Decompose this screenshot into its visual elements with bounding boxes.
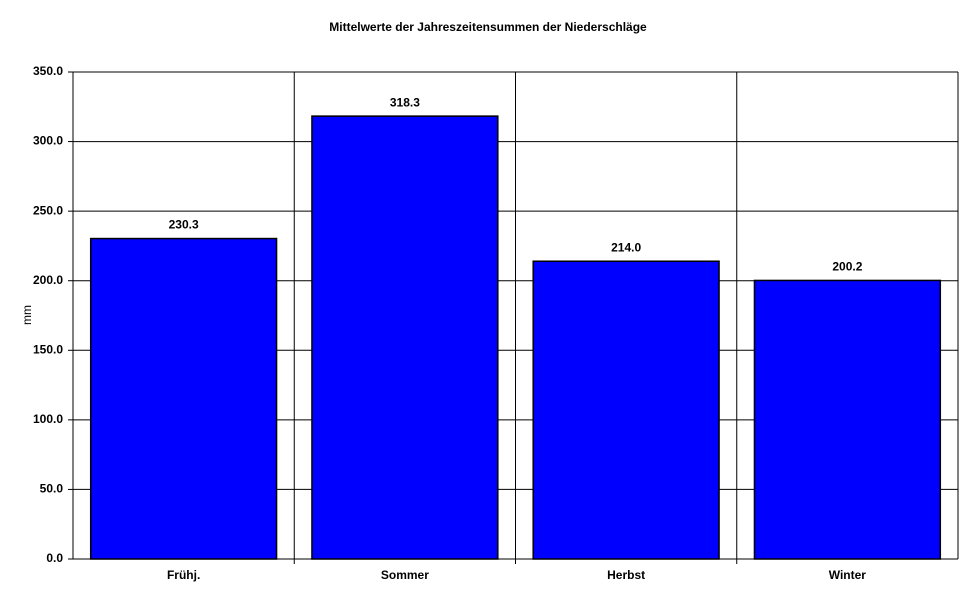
- y-tick-label: 150.0: [33, 342, 63, 356]
- y-tick-label: 300.0: [33, 134, 63, 148]
- x-tick-label: Herbst: [607, 568, 645, 582]
- data-label: 200.2: [832, 260, 862, 274]
- y-tick-label: 200.0: [33, 273, 63, 287]
- y-tick-label: 100.0: [33, 412, 63, 426]
- x-tick-label: Sommer: [381, 568, 429, 582]
- data-label: 230.3: [169, 218, 199, 232]
- data-label: 214.0: [611, 240, 641, 254]
- data-label: 318.3: [390, 95, 420, 109]
- chart-title: Mittelwerte der Jahreszeitensummen der N…: [329, 20, 647, 34]
- bar: [311, 115, 499, 560]
- bar: [89, 237, 278, 560]
- y-axis-label: mm: [20, 305, 34, 325]
- bar: [532, 260, 720, 560]
- y-tick-label: 50.0: [40, 482, 64, 496]
- y-tick-label: 350.0: [33, 64, 63, 78]
- x-tick-label: Frühj.: [167, 568, 200, 582]
- bar: [753, 279, 942, 560]
- y-tick-label: 0.0: [46, 551, 63, 565]
- x-tick-label: Winter: [829, 568, 867, 582]
- y-tick-label: 250.0: [33, 203, 63, 217]
